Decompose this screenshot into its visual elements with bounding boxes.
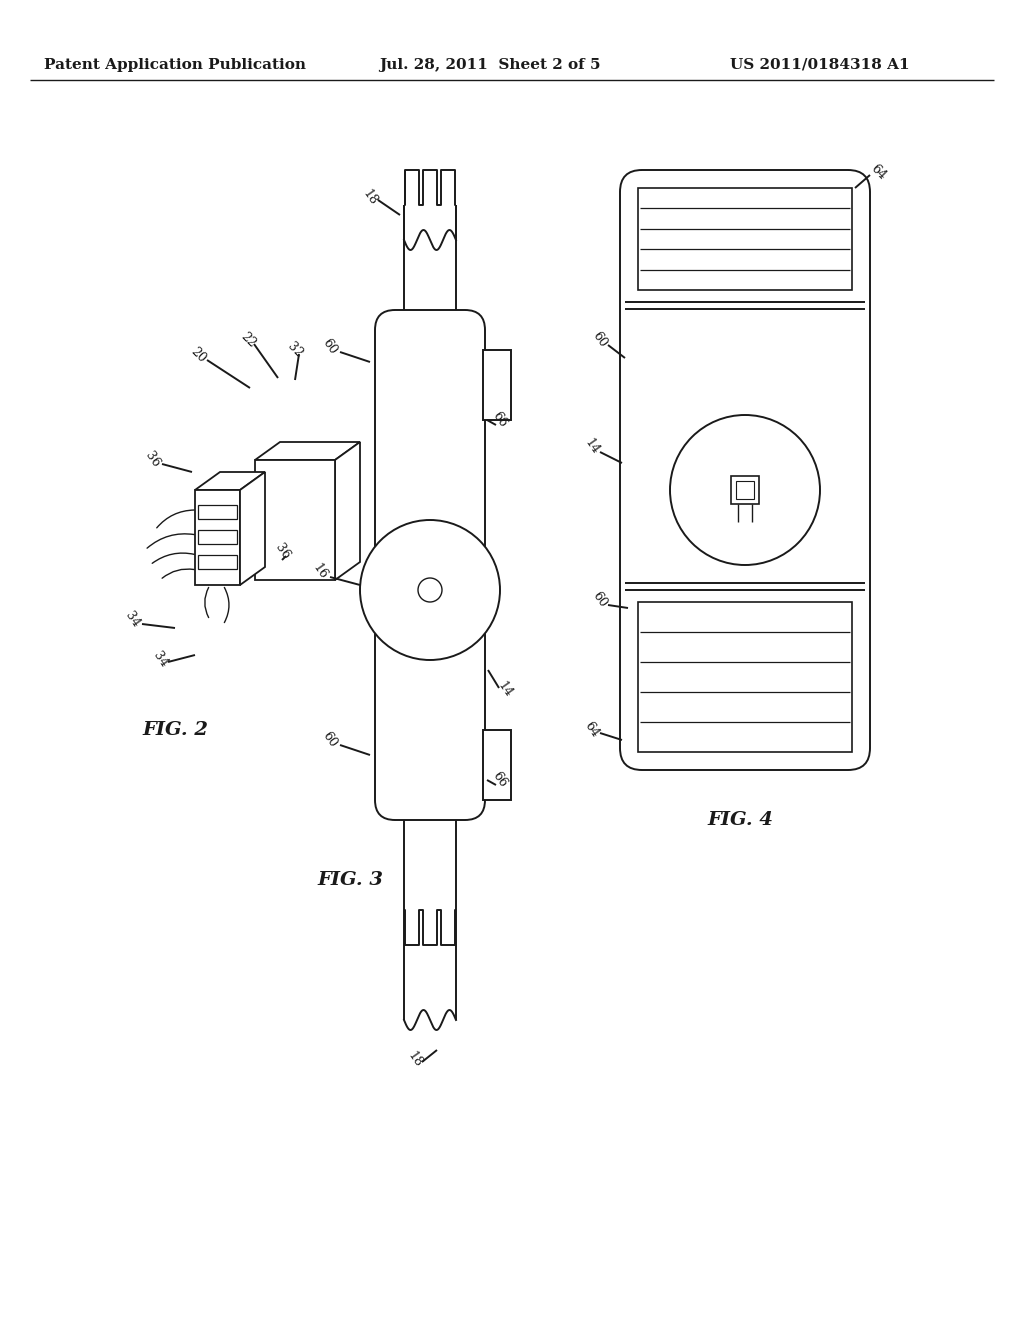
- Text: 22: 22: [238, 330, 258, 350]
- Bar: [731, 477, 759, 504]
- Circle shape: [360, 520, 500, 660]
- Text: 60: 60: [321, 730, 340, 750]
- Text: 36: 36: [142, 450, 162, 470]
- Text: 14: 14: [495, 680, 515, 701]
- Text: 20: 20: [187, 345, 208, 366]
- Polygon shape: [335, 442, 360, 579]
- Text: 32: 32: [285, 339, 305, 360]
- Bar: [198, 531, 237, 544]
- Text: FIG. 2: FIG. 2: [142, 721, 208, 739]
- Bar: [483, 350, 511, 420]
- Text: 60: 60: [321, 337, 340, 358]
- Polygon shape: [240, 473, 265, 585]
- Text: 16: 16: [310, 562, 330, 582]
- Polygon shape: [195, 473, 265, 490]
- Bar: [638, 187, 852, 290]
- Bar: [483, 730, 511, 800]
- Circle shape: [670, 414, 820, 565]
- Text: 36: 36: [272, 541, 292, 562]
- FancyBboxPatch shape: [375, 310, 485, 820]
- Polygon shape: [195, 490, 240, 585]
- Bar: [638, 602, 852, 752]
- Polygon shape: [255, 459, 335, 579]
- Bar: [736, 480, 754, 499]
- Text: US 2011/0184318 A1: US 2011/0184318 A1: [730, 58, 909, 73]
- Text: 66: 66: [490, 770, 510, 791]
- Text: 66: 66: [490, 409, 510, 430]
- Text: 64: 64: [582, 719, 602, 741]
- Bar: [198, 506, 237, 519]
- Text: 34: 34: [151, 649, 170, 671]
- Text: FIG. 3: FIG. 3: [317, 871, 383, 888]
- Text: 64: 64: [867, 162, 888, 182]
- Text: Patent Application Publication: Patent Application Publication: [44, 58, 306, 73]
- Text: 18: 18: [406, 1049, 425, 1071]
- Bar: [198, 554, 237, 569]
- Text: FIG. 4: FIG. 4: [707, 810, 773, 829]
- FancyBboxPatch shape: [620, 170, 870, 770]
- Text: 18: 18: [360, 187, 380, 209]
- Text: 14: 14: [582, 437, 602, 457]
- Polygon shape: [255, 442, 360, 459]
- Text: 34: 34: [122, 610, 142, 630]
- Text: 60: 60: [590, 330, 610, 350]
- Text: 60: 60: [590, 590, 610, 610]
- Text: Jul. 28, 2011  Sheet 2 of 5: Jul. 28, 2011 Sheet 2 of 5: [379, 58, 601, 73]
- Circle shape: [418, 578, 442, 602]
